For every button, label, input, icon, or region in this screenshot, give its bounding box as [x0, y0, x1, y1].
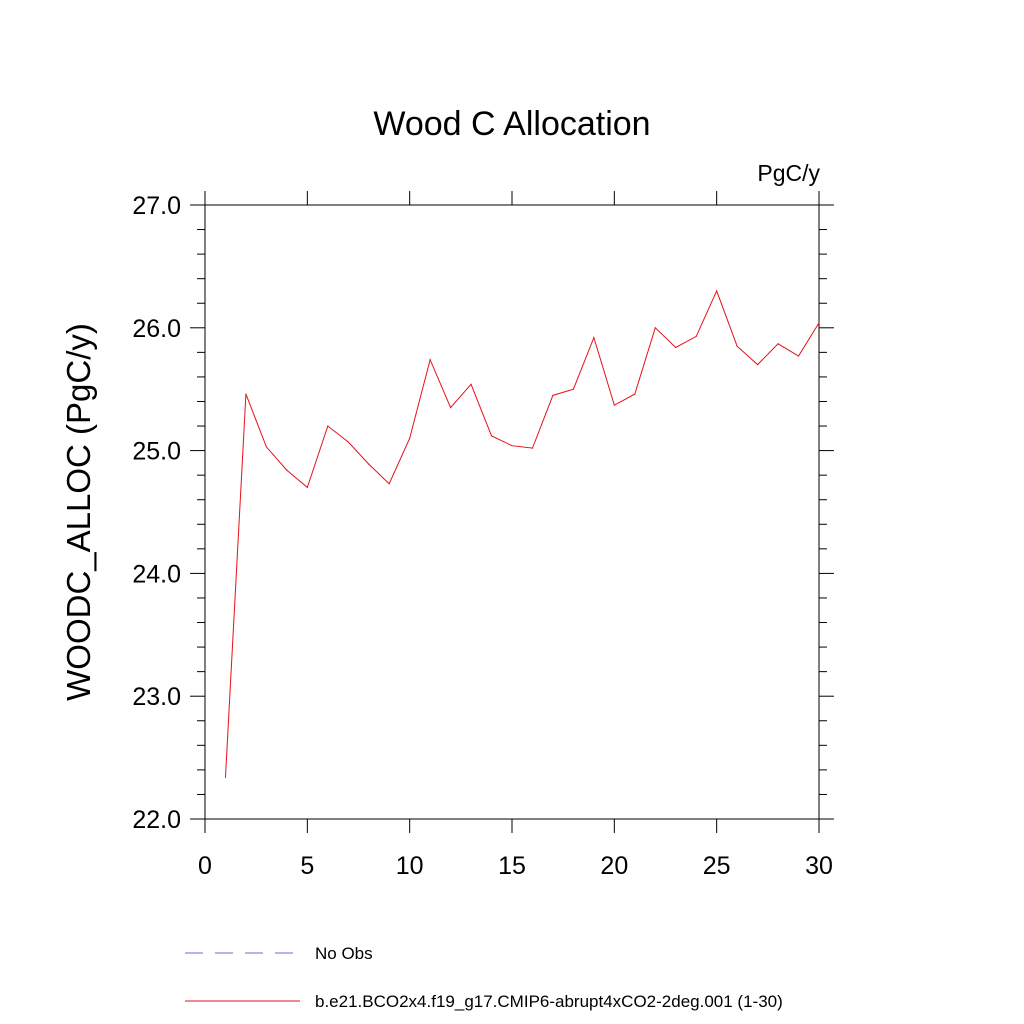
chart-title: Wood C Allocation: [373, 105, 650, 143]
data-point: [368, 463, 370, 465]
data-point: [347, 441, 349, 443]
data-point: [327, 425, 329, 427]
data-point: [388, 483, 390, 485]
units-label: PgC/y: [757, 160, 820, 186]
data-series-line: [224, 289, 820, 778]
legend-label-model-run: b.e21.BCO2x4.f19_g17.CMIP6-abrupt4xCO2-2…: [315, 992, 783, 1011]
data-point: [777, 343, 779, 345]
legend: No Obs b.e21.BCO2x4.f19_g17.CMIP6-abrupt…: [185, 944, 783, 1011]
data-point: [265, 446, 267, 448]
data-point: [818, 322, 820, 324]
y-tick-label: 22.0: [132, 806, 181, 834]
y-tick-label: 26.0: [132, 315, 181, 343]
data-point: [613, 404, 615, 406]
data-point: [797, 355, 800, 357]
x-tick-label: 5: [300, 852, 314, 880]
data-point: [306, 486, 308, 489]
y-tick-label: 25.0: [132, 438, 181, 466]
data-point: [572, 388, 575, 390]
x-tick-label: 25: [703, 852, 731, 880]
data-points: [224, 290, 820, 778]
axis-ticks: [190, 191, 834, 833]
x-tick-label: 15: [498, 852, 526, 880]
data-point: [490, 435, 493, 437]
x-tick-labels: 0 5 10 15 20 25 30: [198, 852, 833, 880]
data-point: [531, 447, 534, 449]
x-tick-label: 30: [805, 852, 833, 880]
y-tick-label: 24.0: [132, 560, 181, 588]
x-tick-label: 10: [396, 852, 424, 880]
y-tick-label: 27.0: [132, 192, 181, 220]
data-point: [245, 393, 247, 395]
data-point: [511, 445, 513, 447]
x-tick-label: 20: [600, 852, 628, 880]
y-tick-label: 23.0: [132, 683, 181, 711]
data-point: [429, 359, 431, 361]
plot-frame: [204, 204, 820, 820]
data-point: [757, 364, 759, 366]
data-point: [450, 407, 452, 409]
data-point: [634, 393, 636, 395]
data-point: [224, 776, 227, 778]
data-point: [409, 437, 411, 439]
data-point: [716, 290, 718, 292]
data-point: [470, 383, 472, 385]
data-point: [736, 345, 738, 347]
x-tick-label: 0: [198, 852, 212, 880]
y-axis-label: WOODC_ALLOC (PgC/y): [60, 323, 97, 701]
data-point: [654, 327, 656, 329]
data-point: [286, 469, 288, 471]
data-point: [675, 346, 677, 349]
y-tick-labels: 22.0 23.0 24.0 25.0 26.0 27.0: [132, 192, 181, 834]
data-point: [552, 394, 554, 396]
data-point: [695, 335, 697, 337]
data-point: [593, 337, 595, 339]
legend-label-no-obs: No Obs: [315, 944, 373, 963]
